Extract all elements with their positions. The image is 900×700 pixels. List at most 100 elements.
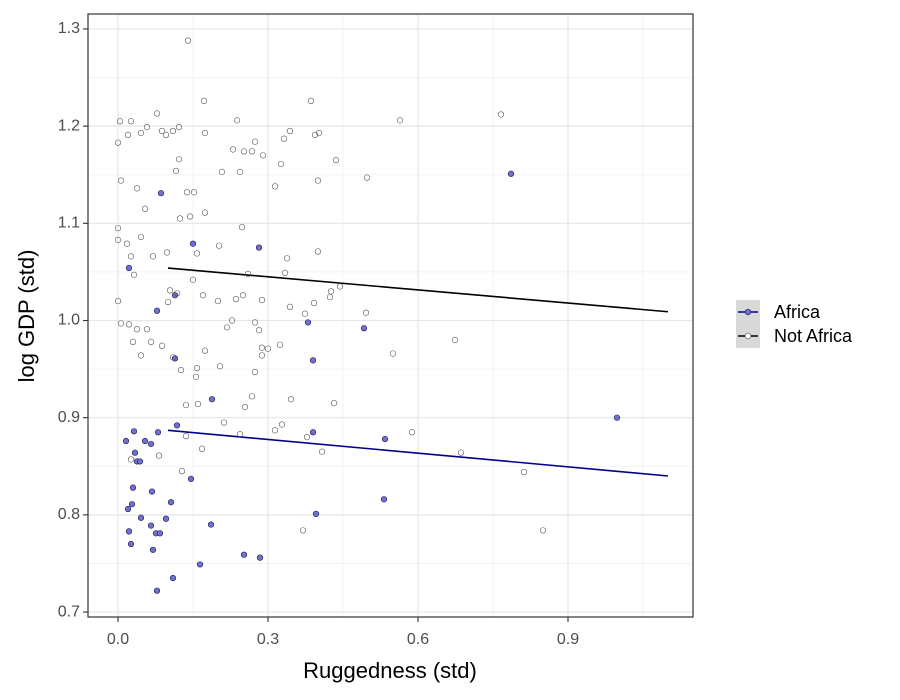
point (201, 209, 209, 216)
legend-label: Not Africa (774, 326, 853, 346)
point (136, 458, 144, 465)
point (271, 183, 279, 190)
point (278, 421, 286, 428)
point (520, 469, 528, 476)
point (175, 156, 183, 163)
point (131, 449, 139, 456)
point (287, 396, 295, 403)
point (457, 449, 465, 456)
point (116, 118, 124, 125)
point (163, 249, 171, 256)
point (326, 294, 334, 301)
panel-border (87, 13, 694, 618)
point (187, 475, 195, 483)
point (380, 496, 388, 503)
point (451, 336, 459, 344)
point (218, 168, 226, 175)
point (149, 546, 157, 553)
point (336, 283, 344, 290)
point (141, 205, 149, 212)
x-tick-label: 0.9 (557, 631, 579, 648)
point (360, 325, 368, 332)
point (127, 253, 135, 260)
point (178, 468, 186, 475)
point (127, 118, 135, 125)
point (149, 253, 157, 260)
point (143, 124, 151, 131)
point (200, 97, 208, 104)
point (207, 521, 215, 528)
fit-line (167, 429, 669, 477)
point (309, 429, 317, 436)
point (158, 342, 166, 349)
point (189, 276, 197, 283)
point (304, 319, 312, 326)
point (301, 310, 309, 317)
point (208, 396, 216, 403)
point (396, 117, 404, 124)
point (277, 160, 285, 168)
point (157, 190, 165, 197)
point (114, 225, 122, 232)
point (507, 170, 515, 177)
point (169, 354, 177, 361)
point (124, 505, 132, 513)
point (186, 213, 194, 220)
point (147, 338, 155, 345)
point (229, 146, 237, 153)
point (162, 131, 170, 138)
point (389, 350, 397, 357)
point (125, 264, 133, 272)
point (176, 215, 184, 222)
point (182, 401, 190, 409)
point (155, 452, 163, 459)
point (251, 138, 259, 145)
y-tick-label: 1.2 (58, 117, 80, 134)
point (199, 292, 207, 299)
point (127, 540, 135, 548)
point (125, 321, 133, 328)
point (193, 365, 201, 372)
point (130, 271, 138, 278)
point (162, 515, 170, 522)
point (173, 290, 181, 297)
legend: Africa Not Africa (736, 300, 853, 348)
y-tick-label: 1.1 (58, 215, 80, 232)
point (143, 326, 151, 333)
point (123, 240, 131, 247)
point (173, 422, 181, 429)
point (256, 554, 264, 561)
point (303, 434, 311, 441)
point (201, 347, 209, 354)
point (255, 244, 263, 251)
point (154, 429, 162, 436)
point (233, 117, 241, 124)
grid (88, 14, 693, 617)
legend-key-point (744, 308, 752, 316)
point (228, 317, 236, 324)
point (613, 414, 621, 421)
point (251, 319, 259, 326)
point (183, 189, 191, 196)
point (137, 352, 145, 359)
point (125, 528, 133, 535)
point (236, 431, 244, 438)
point (153, 307, 161, 314)
point (286, 303, 294, 310)
point (166, 287, 174, 294)
x-tick-label: 0.6 (407, 631, 429, 648)
point (232, 296, 240, 303)
point (363, 174, 371, 181)
point (223, 324, 231, 331)
point (133, 326, 141, 333)
point (258, 296, 266, 304)
point (169, 127, 177, 135)
point (248, 148, 256, 155)
point (147, 522, 155, 529)
point (190, 189, 198, 196)
point (124, 131, 132, 138)
point (271, 427, 279, 434)
y-tick-label: 0.9 (58, 409, 80, 426)
point (220, 419, 228, 426)
